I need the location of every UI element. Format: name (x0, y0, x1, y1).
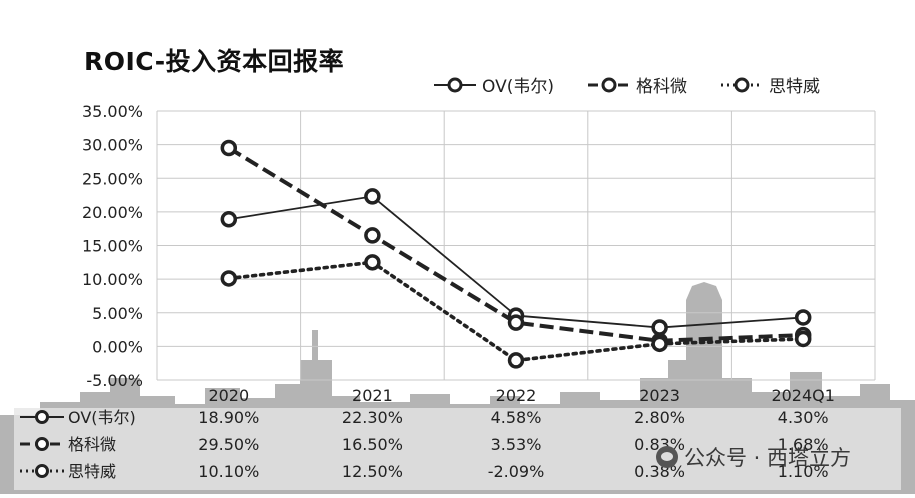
table-cell-s2-4: 1.10% (778, 462, 829, 481)
table-row-label-2: 思特威 (68, 462, 116, 481)
legend-item-siteweii: 思特威 (720, 72, 820, 97)
y-tick-label: 20.00% (82, 203, 143, 222)
table-cell-s0-2: 4.58% (491, 408, 542, 427)
data-point-s1-2 (507, 314, 525, 331)
table-cell-s0-3: 2.80% (634, 408, 685, 427)
table-cell-s1-2: 3.53% (491, 435, 542, 454)
legend-label-gekewei: 格科微 (635, 77, 687, 97)
legend: OV(韦尔) 格科微 思特威 (434, 72, 820, 97)
watermark-text: 公众号 · 西塔立方 (684, 446, 852, 470)
x-tick-label: 2020 (208, 386, 249, 405)
table-background (14, 408, 901, 490)
y-tick-label: 15.00% (82, 237, 143, 256)
data-point-s1-0 (220, 139, 238, 157)
y-tick-label: -5.00% (86, 371, 143, 390)
table-key-marker-0 (35, 410, 49, 424)
legend-item-ov: OV(韦尔) (434, 72, 554, 97)
data-point-s2-2 (507, 352, 525, 369)
chart-title: ROIC-投入资本回报率 (84, 47, 345, 76)
y-tick-label: 25.00% (82, 169, 143, 188)
data-point-s1-1 (364, 227, 381, 244)
data-point-s2-3 (651, 335, 668, 353)
legend-marker-ov (434, 77, 476, 92)
table-row-label-0: OV(韦尔) (68, 408, 136, 427)
table-cell-s1-1: 16.50% (342, 435, 403, 454)
data-point-s2-4 (794, 330, 812, 348)
data-point-s0-1 (364, 188, 381, 205)
table-row-label-1: 格科微 (68, 435, 116, 454)
data-point-s2-1 (364, 254, 381, 271)
table-cell-s2-1: 12.50% (342, 462, 403, 481)
data-point-s0-3 (651, 319, 668, 336)
legend-item-gekewei: 格科微 (587, 72, 687, 97)
data-point-s0-4 (794, 309, 812, 326)
table-cell-s0-1: 22.30% (342, 408, 403, 427)
table-cell-s2-3: 0.38% (634, 462, 685, 481)
wechat-icon (656, 446, 678, 468)
watermark: 公众号 · 西塔立方 (656, 442, 851, 472)
x-tick-label: 2021 (352, 386, 393, 405)
y-tick-label: 35.00% (82, 102, 143, 121)
legend-marker-gekewei (587, 77, 630, 92)
x-tick-label: 2022 (496, 386, 537, 405)
y-tick-label: 5.00% (92, 304, 143, 323)
table-cell-s0-4: 4.30% (778, 408, 829, 427)
data-point-s0-0 (220, 211, 238, 228)
legend-marker-siteweii (720, 77, 763, 92)
series-line-1 (227, 146, 804, 343)
table-cell-s0-0: 18.90% (198, 408, 259, 427)
data-point-s2-0 (220, 270, 238, 287)
table-cell-s1-0: 29.50% (198, 435, 259, 454)
table-key-marker-1 (35, 437, 49, 451)
y-tick-label: 30.00% (82, 136, 143, 155)
y-tick-label: 10.00% (82, 270, 143, 289)
legend-label-siteweii: 思特威 (768, 77, 820, 97)
table-cell-s2-2: -2.09% (488, 462, 545, 481)
y-tick-label: 0.00% (92, 337, 143, 356)
table-cell-s2-0: 10.10% (198, 462, 259, 481)
legend-label-ov: OV(韦尔) (482, 77, 554, 97)
x-tick-label: 2024Q1 (771, 386, 835, 405)
table-key-marker-2 (35, 464, 49, 478)
table-cell-s1-4: 1.68% (778, 435, 829, 454)
x-tick-label: 2023 (639, 386, 680, 405)
